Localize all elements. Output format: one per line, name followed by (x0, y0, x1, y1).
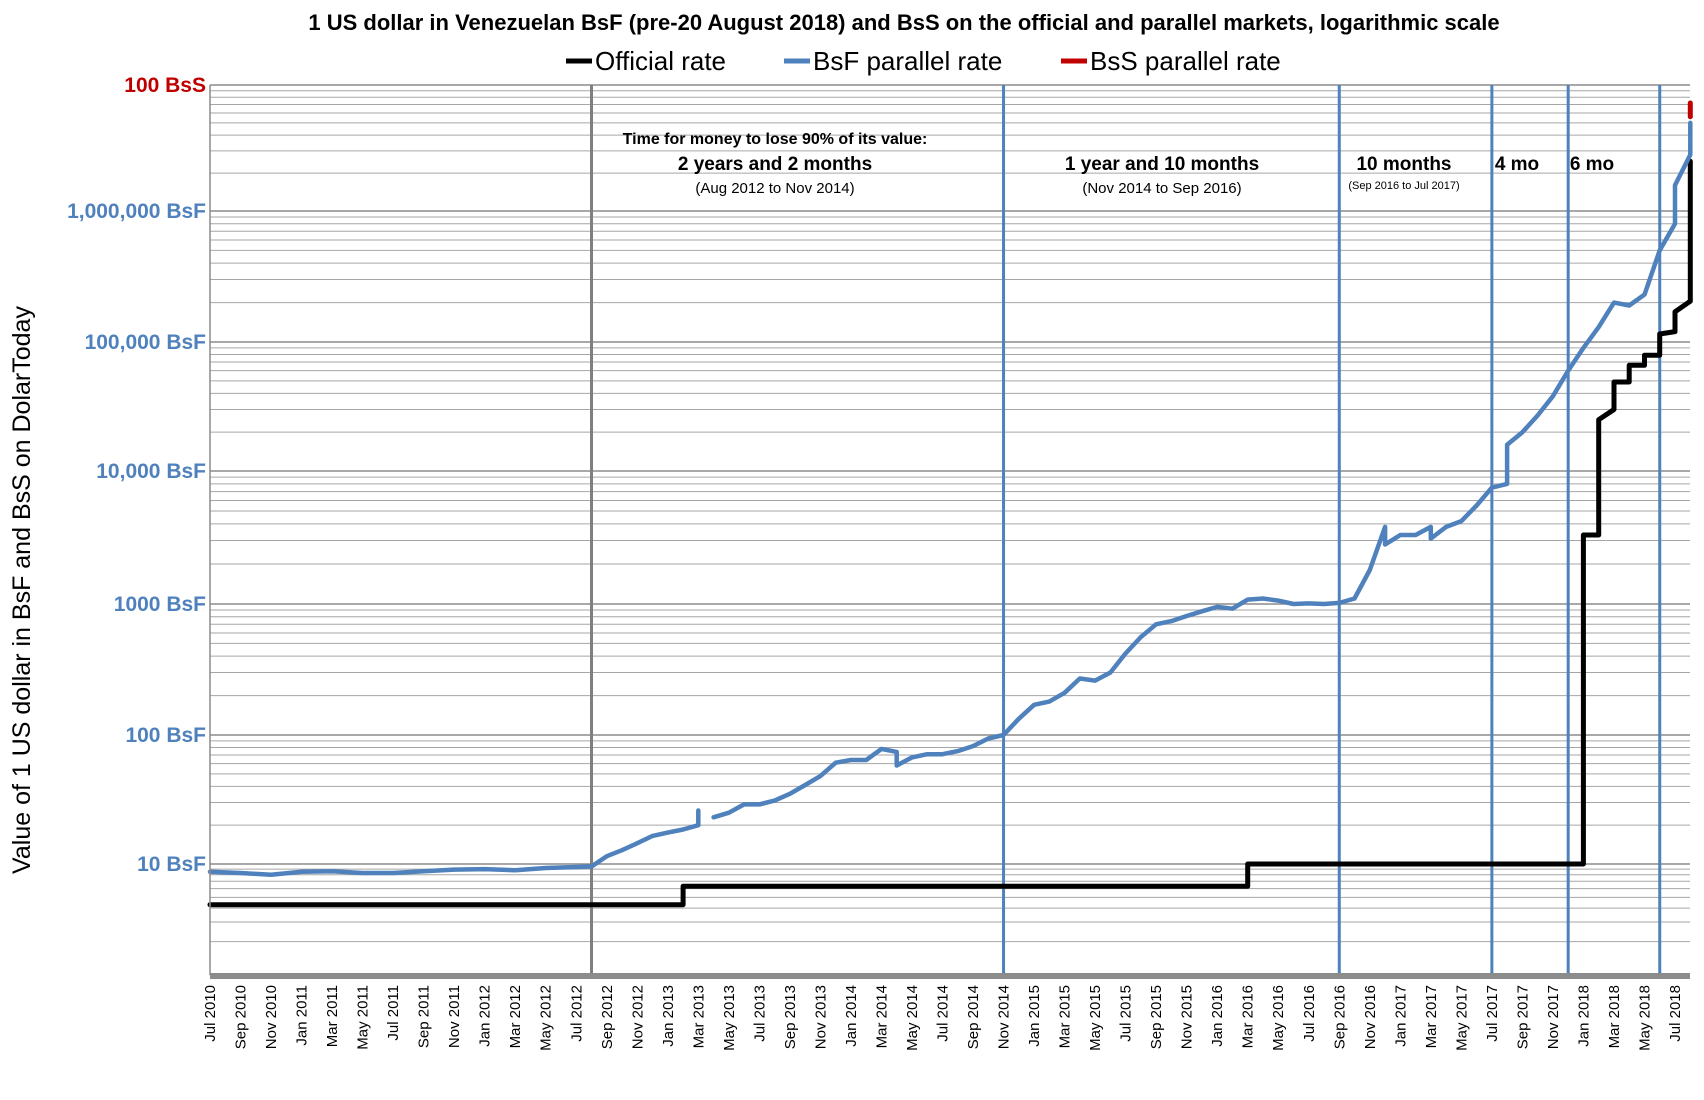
annotation-period4-line1: 4 mo (1495, 154, 1539, 175)
series-line-official (207, 158, 1693, 908)
legend-label-bsf: BsF parallel rate (813, 46, 1002, 76)
x-tick-label: Nov 2014 (996, 985, 1013, 1049)
x-tick-label: Jan 2014 (843, 985, 860, 1047)
x-tick-label: Sep 2016 (1331, 985, 1348, 1049)
x-tick-label: Jan 2018 (1575, 985, 1592, 1047)
x-tick-label: Jan 2016 (1209, 985, 1226, 1047)
x-tick-label: Nov 2017 (1545, 985, 1562, 1049)
x-tick-label: Sep 2010 (233, 985, 250, 1049)
y-tick-label: 1000 BsF (114, 593, 206, 616)
x-tick-label: Jul 2011 (385, 985, 402, 1041)
x-tick-label: Jan 2011 (294, 985, 311, 1046)
x-tick-label: May 2012 (538, 985, 555, 1051)
x-tick-label: Mar 2016 (1240, 985, 1257, 1048)
x-tick-label: Jul 2017 (1484, 985, 1501, 1042)
annotation-period1-line1: Time for money to lose 90% of its value: (623, 131, 928, 148)
x-tick-label: May 2013 (721, 985, 738, 1051)
y-tick-label: 10 BsF (137, 853, 206, 876)
x-tick-label: Mar 2011 (324, 985, 341, 1047)
series-line-bsf-parallel (711, 120, 1693, 820)
annotation-period3-line2: (Sep 2016 to Jul 2017) (1348, 180, 1459, 192)
x-tick-label: Sep 2015 (1148, 985, 1165, 1049)
x-axis-line (210, 973, 1690, 979)
gridlines (210, 84, 1690, 976)
x-tick-label: Mar 2012 (507, 985, 524, 1048)
x-tick-labels: Jul 2010 Sep 2010 Nov 2010 Jan 2011 Mar 2011… (202, 985, 1684, 1051)
chart-title: 1 US dollar in Venezuelan BsF (pre-20 Au… (308, 10, 1499, 35)
x-tick-label: Mar 2017 (1423, 985, 1440, 1048)
x-tick-label: Jan 2017 (1392, 985, 1409, 1047)
legend: Official rate BsF parallel rate BsS para… (566, 46, 1281, 76)
x-tick-label: May 2011 (355, 985, 372, 1050)
x-tick-label: Sep 2012 (599, 985, 616, 1049)
y-tick-label: 100,000 BsF (85, 331, 207, 354)
annotation-period2-line2: (Nov 2014 to Sep 2016) (1082, 180, 1241, 197)
x-tick-label: Jul 2013 (751, 985, 768, 1042)
series-lines (207, 100, 1693, 908)
x-tick-label: Jan 2013 (660, 985, 677, 1047)
x-tick-label: Nov 2015 (1179, 985, 1196, 1049)
annotations: Time for money to lose 90% of its value:… (623, 131, 1615, 197)
y-tick-label: 100 BsS (124, 74, 206, 97)
x-tick-label: Sep 2013 (782, 985, 799, 1049)
y-tick-labels: 10 BsF 100 BsF 1000 BsF 10,000 BsF 100,000 B… (67, 74, 206, 876)
x-tick-label: Nov 2016 (1362, 985, 1379, 1049)
legend-label-official: Official rate (595, 46, 726, 76)
series-line-bsf-parallel (207, 808, 701, 878)
annotation-period1-line2: 2 years and 2 months (678, 154, 872, 175)
y-tick-label: 100 BsF (125, 724, 206, 747)
x-tick-label: Mar 2015 (1057, 985, 1074, 1048)
y-axis-label: Value of 1 US dollar in BsF and BsS on D… (8, 306, 36, 874)
period-dividers (590, 85, 1662, 975)
x-tick-label: Nov 2012 (629, 985, 646, 1049)
x-tick-label: Jul 2018 (1667, 985, 1684, 1042)
x-tick-label: Nov 2013 (812, 985, 829, 1049)
x-tick-label: Jul 2014 (935, 985, 952, 1042)
legend-label-bss: BsS parallel rate (1090, 46, 1281, 76)
x-tick-label: Sep 2014 (965, 985, 982, 1049)
x-tick-label: Jul 2015 (1118, 985, 1135, 1042)
x-tick-label: Jul 2016 (1301, 985, 1318, 1042)
y-tick-label: 10,000 BsF (96, 460, 206, 483)
x-tick-label: Jan 2012 (477, 985, 494, 1047)
x-tick-label: Sep 2017 (1514, 985, 1531, 1049)
x-tick-label: May 2015 (1087, 985, 1104, 1051)
x-tick-label: May 2016 (1270, 985, 1287, 1051)
annotation-period1-line3: (Aug 2012 to Nov 2014) (695, 180, 854, 197)
x-tick-label: May 2014 (904, 985, 921, 1051)
axes (209, 85, 1690, 979)
x-tick-label: May 2018 (1637, 985, 1654, 1051)
annotation-period3-line1: 10 months (1356, 154, 1451, 175)
x-tick-label: Mar 2018 (1606, 985, 1623, 1048)
x-tick-label: Sep 2011 (416, 985, 433, 1048)
x-tick-label: Nov 2011 (446, 985, 463, 1048)
x-tick-label: May 2017 (1453, 985, 1470, 1051)
x-tick-label: Mar 2013 (690, 985, 707, 1048)
x-tick-label: Jul 2012 (568, 985, 585, 1042)
x-tick-label: Nov 2010 (263, 985, 280, 1049)
annotation-period2-line1: 1 year and 10 months (1065, 154, 1259, 175)
x-tick-label: Mar 2014 (874, 985, 891, 1048)
x-tick-label: Jul 2010 (202, 985, 219, 1042)
annotation-period5-line1: 6 mo (1570, 154, 1614, 175)
y-tick-label: 1,000,000 BsF (67, 200, 206, 223)
x-tick-label: Jan 2015 (1026, 985, 1043, 1047)
